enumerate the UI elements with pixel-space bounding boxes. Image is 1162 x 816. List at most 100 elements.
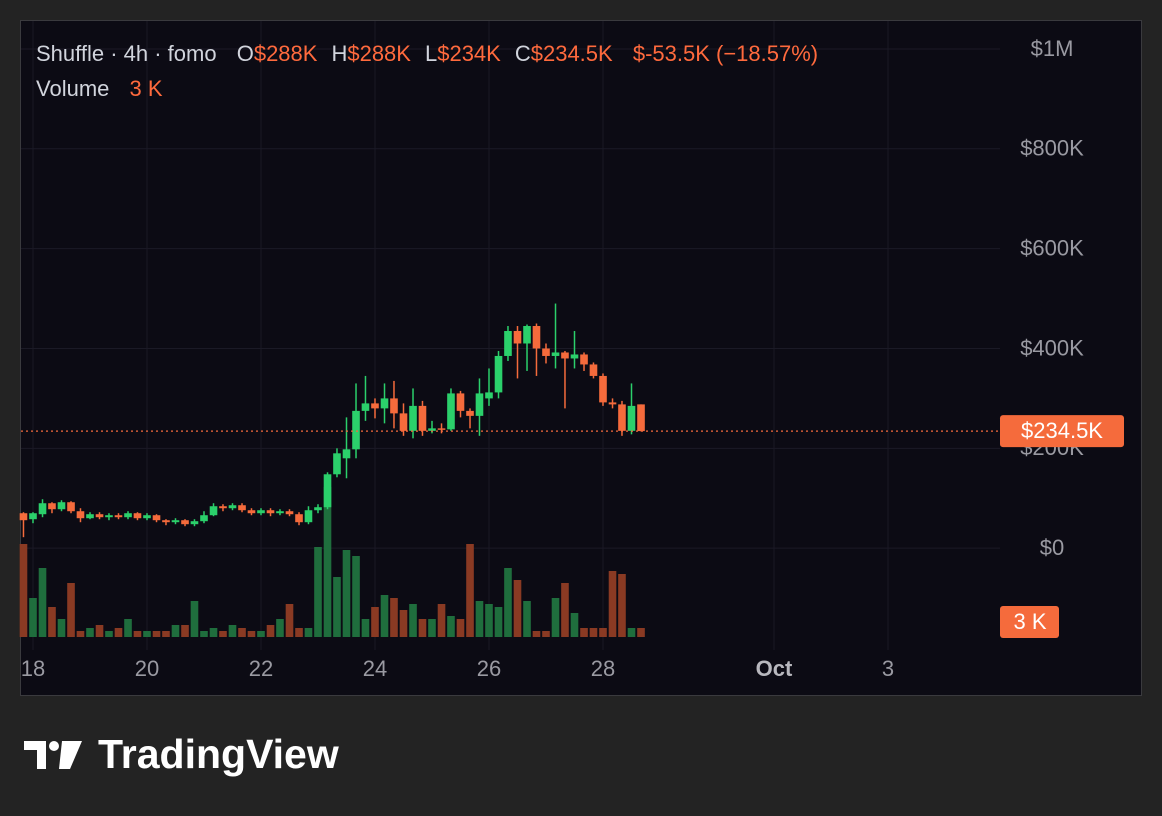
candle-body [200,515,208,522]
volume-bar [475,601,484,637]
volume-bar [551,598,560,637]
candle-body [95,514,104,518]
volume-bar [513,580,522,637]
candle-body [314,507,322,511]
volume-bar [542,631,550,637]
candle-body [428,428,436,431]
ohlc-value: $234.5K [530,41,613,66]
volume-title: Volume [36,76,110,101]
candle-body [333,453,341,475]
ohlc-key: C [514,41,531,66]
last-price-tag [1000,415,1124,448]
candle-body [551,352,560,356]
volume-bar [589,628,598,637]
x-tick-label: 24 [363,656,387,681]
candle-body [285,511,294,515]
x-tick-label: Oct [756,656,793,681]
candle-body [257,510,265,514]
legend-row: Shuffle · 4h · fomo O$288K H$288K L$234K C$… [36,36,818,71]
candle-body [143,515,151,519]
volume-bar [266,625,275,637]
candle-body [532,326,541,349]
candle-body [76,511,85,519]
candle-body [352,410,360,450]
volume-bar [171,625,180,637]
candle-body [133,513,142,519]
volume-bar [143,631,151,637]
volume-bar [447,616,455,637]
candle-body [542,348,550,356]
volume-bar [333,577,341,637]
brand-logo [24,741,82,769]
volume-bar [618,574,626,637]
candle-body [466,410,474,416]
candle-body [171,520,180,523]
ohlc-key: H [331,41,348,66]
candle-body [380,398,389,409]
volume-bar [200,631,208,637]
candle-body [504,331,512,356]
candle-body [228,505,237,509]
last-price-label: $234.5K [1021,418,1103,443]
candle-body [447,393,455,430]
candle-body [48,503,56,510]
candle-body [399,413,408,431]
legend-row: Volume 3 K [36,71,818,106]
volume-bar [114,628,123,637]
volume-bar [523,601,531,637]
volume-bar [247,631,256,637]
candle-body [589,364,598,376]
candle-body [390,398,398,414]
volume-bar [437,604,446,637]
volume-bar [390,598,398,637]
volume-bar [399,610,408,637]
volume-bar [219,631,227,637]
ohlc: O$288K H$288K L$234K C$234.5K [223,41,613,66]
y-tick-label: $800K [1020,136,1084,161]
volume-bar [494,607,503,637]
volume-bar [57,619,66,637]
candle-body [485,392,493,399]
volume-bar [133,631,142,637]
candle-body [418,405,427,431]
volume-bar [409,604,417,637]
volume-bar [38,568,47,637]
volume-bar [276,619,284,637]
candle-body [266,510,275,514]
candle-body [219,506,227,509]
volume-bar [418,619,427,637]
candle-body [181,520,189,525]
volume-bar [361,619,370,637]
volume-bar [238,628,246,637]
volume-bar [295,628,303,637]
symbol-title: Shuffle · 4h · fomo [36,41,217,66]
volume-bar [285,604,294,637]
candle-body [114,515,123,518]
ohlc-key: O [236,41,254,66]
volume-bar [190,601,199,637]
volume-bar [561,583,569,637]
volume-tag [1000,606,1059,638]
candle-body [342,449,351,459]
volume-bar [76,631,85,637]
candle-body [618,404,626,431]
volume-bar [162,631,170,637]
y-tick-label: $0 [1040,535,1064,560]
candle-body [105,515,113,518]
volume-bar [570,613,579,637]
candle-body [67,502,75,512]
y-tick-label: $600K [1020,235,1084,260]
x-tick-label: 26 [477,656,501,681]
candle-body [304,510,313,523]
volume-bar [209,628,218,637]
candle-body [162,520,170,523]
ohlc-value: $288K [253,41,318,66]
x-tick-label: 3 [882,656,894,681]
brand-name: TradingView [98,731,339,777]
volume-bar [19,544,28,637]
volume-bar [29,598,37,637]
candle-body [437,428,446,430]
candle-body [57,502,66,510]
y-tick-label: $400K [1020,335,1084,360]
candle-body [637,404,645,432]
